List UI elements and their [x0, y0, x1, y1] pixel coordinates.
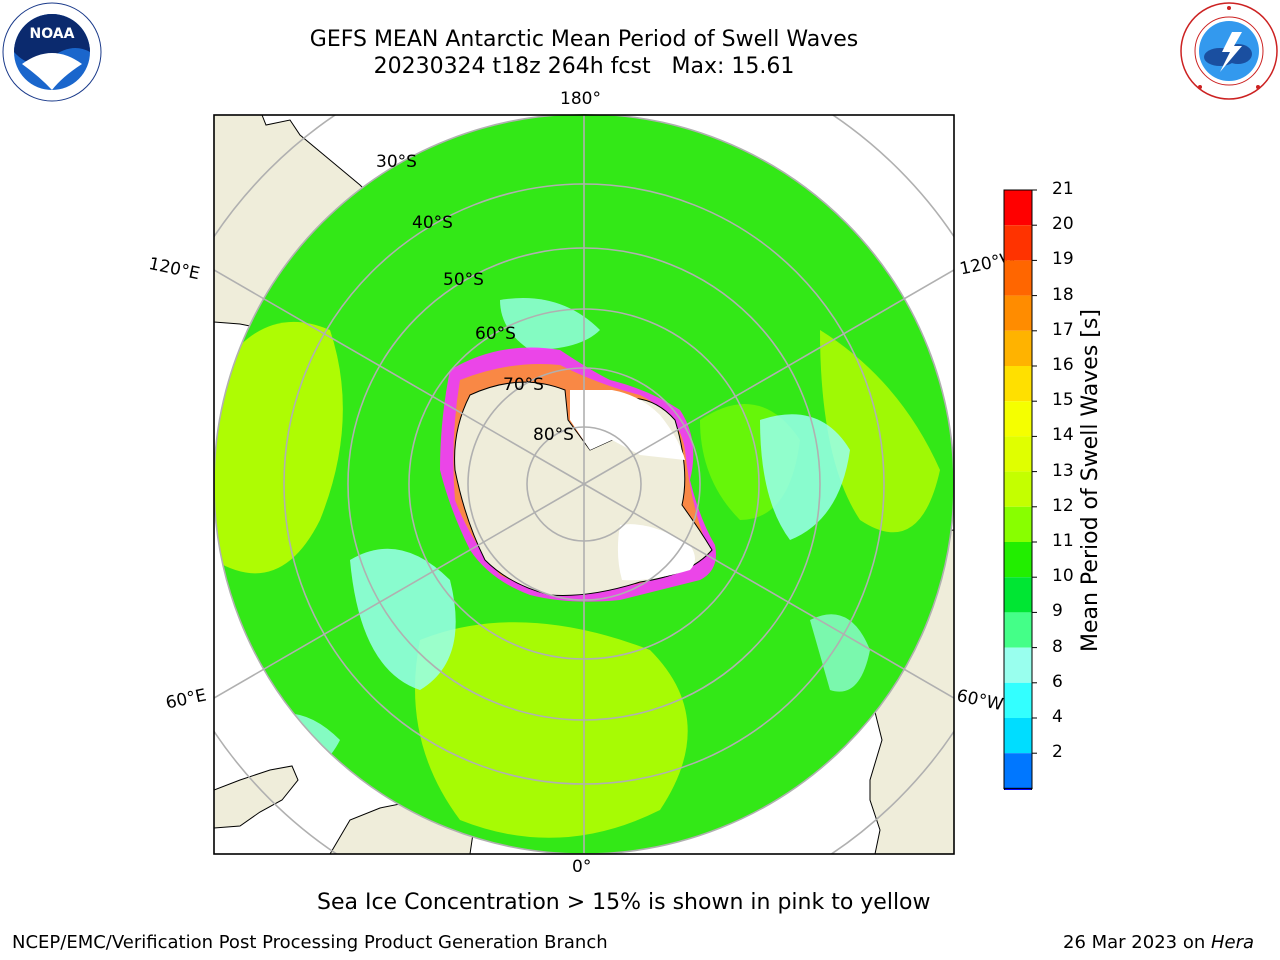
- lat-label-70s: 70°S: [503, 375, 544, 395]
- colorbar: [1003, 189, 1037, 790]
- chart-title: GEFS MEAN Antarctic Mean Period of Swell…: [309, 27, 859, 52]
- meridian-120E: [214, 269, 585, 485]
- lat-label-60s: 60°S: [475, 324, 516, 344]
- colorbar-tick-label: 14: [1052, 425, 1074, 446]
- lat-label-80s: 80°S: [533, 425, 574, 445]
- swell-patch-indian: [214, 321, 343, 574]
- sea-ice-caption: Sea Ice Concentration > 15% is shown in …: [317, 890, 931, 915]
- colorbar-tick-label: 2: [1052, 742, 1063, 763]
- colorbar-tick-label: 11: [1052, 531, 1074, 551]
- colorbar-tick-label: 18: [1052, 284, 1074, 305]
- lat-label-40s: 40°S: [412, 213, 453, 233]
- lat-label-50s: 50°S: [443, 270, 484, 290]
- colorbar-box: [1004, 436, 1032, 472]
- colorbar-tick-label: 17: [1052, 319, 1074, 340]
- footer-host: Hera: [1210, 932, 1255, 953]
- lon-label-0: 0°: [572, 857, 592, 877]
- swell-patch-cyan-east: [810, 614, 870, 692]
- colorbar-tick-label: 16: [1052, 355, 1074, 375]
- colorbar-extend-arrow: [1003, 787, 1033, 790]
- land-madagascar: [214, 765, 299, 829]
- swell-patch-cyan-drake: [760, 414, 850, 540]
- footer-branch: NCEP/EMC/Verification Post Processing Pr…: [12, 932, 608, 953]
- colorbar-box: [1004, 542, 1032, 578]
- map-frame: [213, 114, 955, 855]
- colorbar-box: [1004, 366, 1032, 402]
- colorbar-box: [1004, 718, 1032, 754]
- meridian-120W: [583, 269, 954, 485]
- colorbar-box: [1004, 471, 1032, 507]
- colorbar-tick-label: 6: [1052, 671, 1063, 692]
- colorbar-tick-label: 4: [1052, 707, 1063, 727]
- colorbar-box: [1004, 647, 1032, 683]
- footer-date-text: 26 Mar 2023 on: [1063, 932, 1211, 953]
- footer-date: 26 Mar 2023 on Hera: [1063, 932, 1254, 953]
- ice-shelf-weddell: [617, 524, 695, 581]
- nws-logo: [1180, 2, 1278, 100]
- meridian-60E: [214, 483, 585, 699]
- colorbar-box: [1004, 612, 1032, 648]
- colorbar-tick-label: 9: [1052, 601, 1063, 622]
- colorbar-tick-label: 15: [1052, 390, 1074, 411]
- colorbar-tick-label: 13: [1052, 460, 1074, 481]
- colorbar-box: [1004, 190, 1032, 226]
- colorbar-tick-label: 20: [1052, 214, 1074, 235]
- colorbar-box: [1004, 682, 1032, 718]
- colorbar-tick-label: 19: [1052, 249, 1074, 270]
- lat-label-30s: 30°S: [376, 152, 417, 172]
- chart-subtitle: 20230324 t18z 264h fcst Max: 15.61: [373, 54, 795, 79]
- colorbar-box: [1004, 577, 1032, 613]
- colorbar-tick-label: 8: [1052, 636, 1063, 657]
- swell-patch-cyan-southwest: [350, 548, 456, 690]
- swell-patch-atlantic: [415, 622, 688, 838]
- colorbar-box: [1004, 401, 1032, 437]
- colorbar-tick-label: 10: [1052, 566, 1074, 587]
- colorbar-tick-label: 21: [1052, 179, 1074, 199]
- noaa-logo-text: NOAA: [30, 26, 75, 42]
- noaa-logo: NOAA: [2, 2, 102, 102]
- colorbar-label: Mean Period of Swell Waves [s]: [1078, 309, 1103, 652]
- colorbar-box: [1004, 330, 1032, 366]
- lon-label-180: 180°: [560, 89, 601, 109]
- colorbar-box: [1004, 295, 1032, 331]
- colorbar-boxes: [1003, 189, 1037, 789]
- colorbar-box: [1004, 225, 1032, 261]
- colorbar-box: [1004, 506, 1032, 542]
- colorbar-tick-label: 12: [1052, 495, 1074, 516]
- colorbar-box: [1004, 753, 1032, 789]
- swell-patch-cyan-north: [500, 298, 600, 350]
- graticule: [214, 115, 954, 854]
- colorbar-box: [1004, 260, 1032, 296]
- meridian-60W: [583, 483, 954, 699]
